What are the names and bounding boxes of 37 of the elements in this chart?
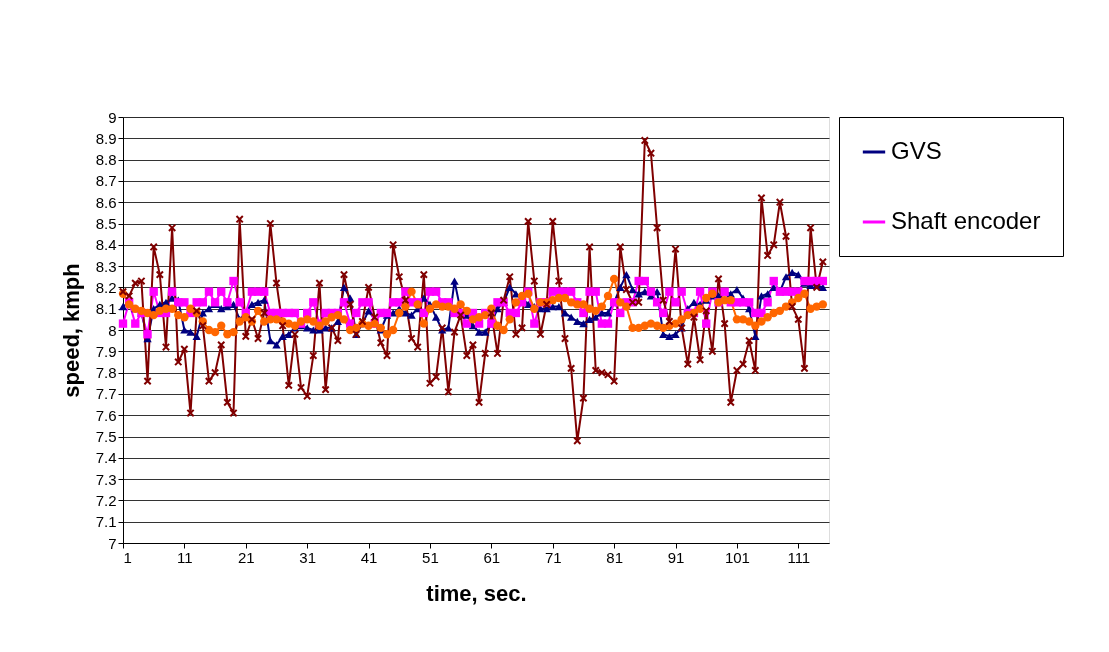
x-tick-label: 41 <box>360 548 378 566</box>
legend-label: Shaft encoder <box>891 207 1041 234</box>
x-tick-label: 51 <box>422 548 439 566</box>
y-tick-label: 8.4 <box>95 236 117 254</box>
y-tick-label: 7.4 <box>95 449 117 467</box>
x-tick-label: 101 <box>724 548 750 566</box>
y-axis-title: speed, kmph <box>58 263 84 398</box>
x-tick-label: 81 <box>606 548 623 566</box>
y-tick-label: 8.7 <box>95 172 117 190</box>
x-tick-label: 91 <box>667 548 685 566</box>
y-tick-label: 8.3 <box>95 257 117 275</box>
x-tick-label: 1 <box>123 548 132 566</box>
x-tick-label: 21 <box>237 548 255 566</box>
x-axis-title: time, sec. <box>426 580 527 606</box>
x-tick-label: 111 <box>787 548 811 566</box>
y-tick-label: 7.8 <box>95 364 117 382</box>
y-tick-label: 8.8 <box>95 151 117 169</box>
y-tick-label: 8.5 <box>95 215 117 232</box>
y-tick-label: 8.6 <box>95 193 117 211</box>
y-tick-label: 8.1 <box>95 300 117 318</box>
x-tick-label: 11 <box>177 548 193 566</box>
y-tick-label: 9 <box>108 108 117 126</box>
y-tick-label: 7.9 <box>95 342 117 360</box>
y-tick-label: 7.7 <box>95 385 117 403</box>
y-tick-label: 7 <box>108 534 117 552</box>
y-tick-label: 8.9 <box>95 129 117 147</box>
y-tick-label: 7.3 <box>95 470 117 488</box>
x-tick-label: 31 <box>299 548 317 566</box>
y-tick-label: 8 <box>108 321 117 339</box>
y-tick-label: 7.5 <box>95 428 117 445</box>
x-tick-label: 71 <box>544 548 562 566</box>
y-tick-label: 7.1 <box>95 513 117 531</box>
y-tick-label: 7.2 <box>95 491 117 509</box>
x-tick-label: 61 <box>483 548 501 566</box>
legend-label: GVS <box>891 137 942 164</box>
y-tick-label: 7.6 <box>95 406 117 424</box>
y-tick-label: 8.2 <box>95 278 117 296</box>
